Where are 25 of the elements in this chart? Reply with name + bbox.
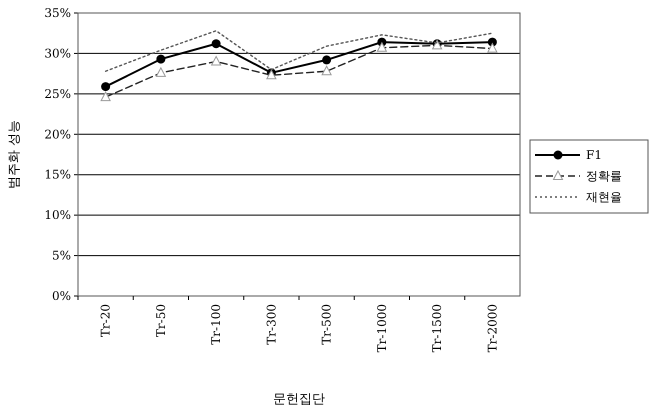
x-tick-label: Tr-1500 [430,304,444,352]
x-tick-label: Tr-50 [154,304,168,338]
y-tick-label: 35% [44,6,71,20]
x-axis-title: 문헌집단 [273,392,325,407]
x-tick-label: Tr-2000 [485,304,500,352]
y-tick-label: 30% [44,46,71,60]
x-tick-label: Tr-300 [264,304,278,345]
legend-label: 재현율 [586,190,622,204]
x-tick-label: Tr-500 [320,304,334,345]
legend-label: F1 [586,148,602,162]
x-tick-label: Tr-1000 [374,304,389,352]
point [322,55,332,64]
point [101,82,110,92]
y-tick-label: 0% [52,289,71,303]
y-tick-label: 5% [52,248,71,263]
x-tick-label: Tr-20 [98,304,113,338]
y-tick-label: 20% [44,127,71,142]
y-tick-label: 25% [44,86,71,101]
y-tick-label: 10% [44,208,71,222]
legend-label: 정확률 [586,169,622,183]
x-tick-label: Tr-100 [209,304,224,345]
y-tick-label: 15% [44,168,71,182]
point [212,39,221,48]
point [156,54,166,64]
y-axis-title: 범주화 성능 [7,120,22,190]
